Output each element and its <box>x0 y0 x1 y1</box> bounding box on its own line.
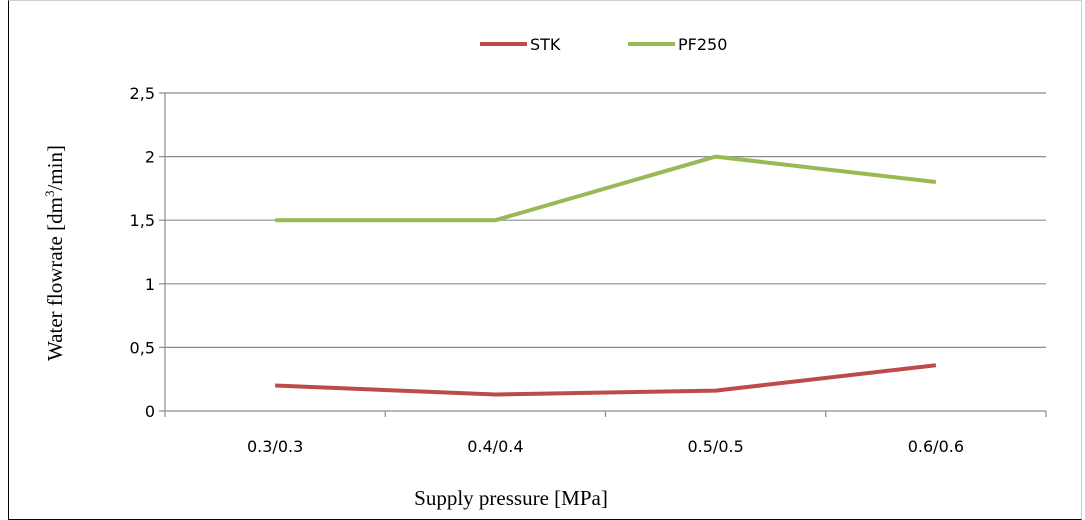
x-tick-labels: 0.3/0.3 0.4/0.4 0.5/0.5 0.6/0.6 <box>247 437 964 456</box>
chart-frame <box>8 0 1082 520</box>
series-line-stk <box>275 363 937 397</box>
x-tick-label: 0.4/0.4 <box>467 437 523 456</box>
legend-label-stk: STK <box>530 35 561 54</box>
series-line-pf250 <box>275 154 937 223</box>
series-lines <box>275 154 937 397</box>
y-tick-label: 0 <box>145 402 155 421</box>
y-tick-labels: 0 0,5 1 1,5 2 2,5 <box>130 84 155 421</box>
y-tick-label: 2,5 <box>130 84 155 103</box>
y-tick-label: 2 <box>145 148 155 167</box>
y-tick-label: 1,5 <box>130 211 155 230</box>
x-axis-label: Supply pressure [MPa] <box>414 486 608 510</box>
x-tick-label: 0.3/0.3 <box>247 437 303 456</box>
legend-label-pf250: PF250 <box>678 35 727 54</box>
y-tick-label: 1 <box>145 275 155 294</box>
y-axis-label: Water flowrate [dm3/min] <box>42 145 67 361</box>
x-tick-label: 0.5/0.5 <box>687 437 743 456</box>
axes <box>159 92 1047 417</box>
legend: STK PF250 <box>480 35 727 54</box>
x-tick-label: 0.6/0.6 <box>908 437 964 456</box>
y-tick-label: 0,5 <box>130 338 155 357</box>
